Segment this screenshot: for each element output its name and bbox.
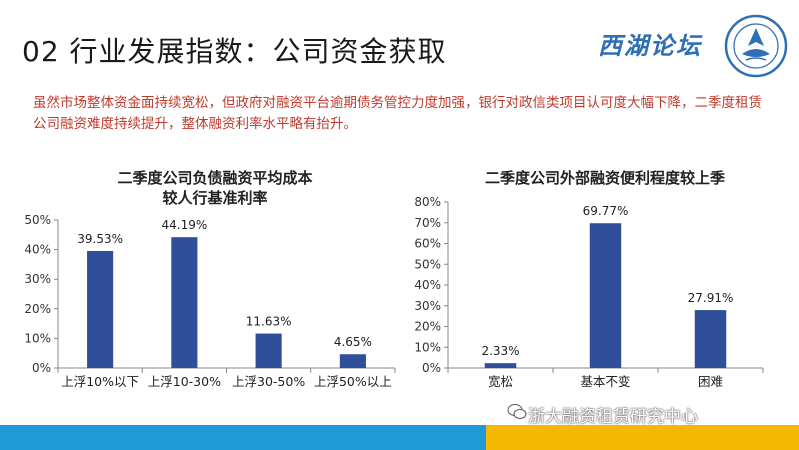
chart2-y-tick-label: 80% [415, 195, 441, 209]
chart1-data-label: 4.65% [334, 335, 372, 349]
chart2-y-tick-label: 30% [415, 299, 441, 313]
chart1-category-label: 上浮10-30% [148, 374, 221, 389]
chart2-bar [694, 310, 727, 368]
logo-text: 西湖论坛 [598, 31, 702, 60]
chart1-title-line1: 二季度公司负债融资平均成本 [117, 169, 313, 187]
chart2-y-tick-label: 50% [415, 257, 441, 271]
chart1-plot: 0% 10% 20% 30% 40% 50% 39.53% 上浮10%以下 44.19% 上浮10… [25, 213, 396, 389]
page-title: 02 行业发展指数：公司资金获取 [22, 35, 447, 68]
chart2-y-tick-label: 0% [422, 361, 441, 375]
chart2-y-tick-label: 20% [415, 320, 441, 334]
chart1-data-label: 39.53% [77, 232, 123, 246]
chart2-title: 二季度公司外部融资便利程度较上季 [430, 168, 780, 188]
summary-text: 虽然市场整体资金面持续宽松，但政府对融资平台逾期债务管控力度加强，银行对政信类项… [33, 95, 762, 132]
chart1-y-tick-label: 30% [25, 272, 51, 286]
logo-seal-icon [724, 14, 788, 78]
chart1-bar [171, 237, 198, 368]
chart1-category-label: 上浮10%以下 [61, 374, 139, 389]
chart2-y-tick-label: 10% [415, 340, 441, 354]
chart1-bar [87, 250, 114, 368]
chart2-data-label: 69.77% [583, 204, 629, 218]
chart1-y-tick-label: 50% [25, 213, 51, 227]
chart2-plot: 0% 10% 20% 30% 40% 50% 60% 70% 80% 2.33% 宽松 69.77% 基… [415, 195, 764, 389]
chart1-bar [255, 333, 282, 368]
chart2-category-label: 宽松 [488, 374, 513, 389]
chart1-data-label: 44.19% [161, 218, 207, 232]
watermark-text: 浙大融资租赁研究中心 [528, 407, 698, 427]
chart2-bar [484, 363, 517, 368]
chart2-category-label: 困难 [698, 374, 723, 389]
chart2-bar [589, 223, 622, 368]
chart1-y-tick-label: 10% [25, 331, 51, 345]
chart2-title-line1: 二季度公司外部融资便利程度较上季 [484, 169, 725, 187]
chart1-y-tick-label: 20% [25, 302, 51, 316]
chart1-category-label: 上浮50%以上 [314, 374, 392, 389]
chart1-data-label: 11.63% [246, 315, 292, 329]
footer-band-yellow [486, 425, 799, 450]
chart2-data-label: 27.91% [688, 291, 734, 305]
chart2-y-tick-label: 40% [415, 278, 441, 292]
chart1-title: 二季度公司负债融资平均成本 较人行基准利率 [30, 168, 400, 208]
footer-band-blue [0, 425, 486, 450]
chart2-data-label: 2.33% [481, 344, 519, 358]
wechat-icon [507, 404, 527, 419]
chart1-title-line2: 较人行基准利率 [162, 189, 268, 207]
chart1-bar [339, 354, 366, 368]
chart1-y-tick-label: 0% [32, 361, 51, 375]
chart2-category-label: 基本不变 [580, 374, 630, 389]
chart1-category-label: 上浮30-50% [232, 374, 305, 389]
chart1-y-tick-label: 40% [25, 243, 51, 257]
chart2-y-tick-label: 70% [415, 216, 441, 230]
chart2-y-tick-label: 60% [415, 237, 441, 251]
